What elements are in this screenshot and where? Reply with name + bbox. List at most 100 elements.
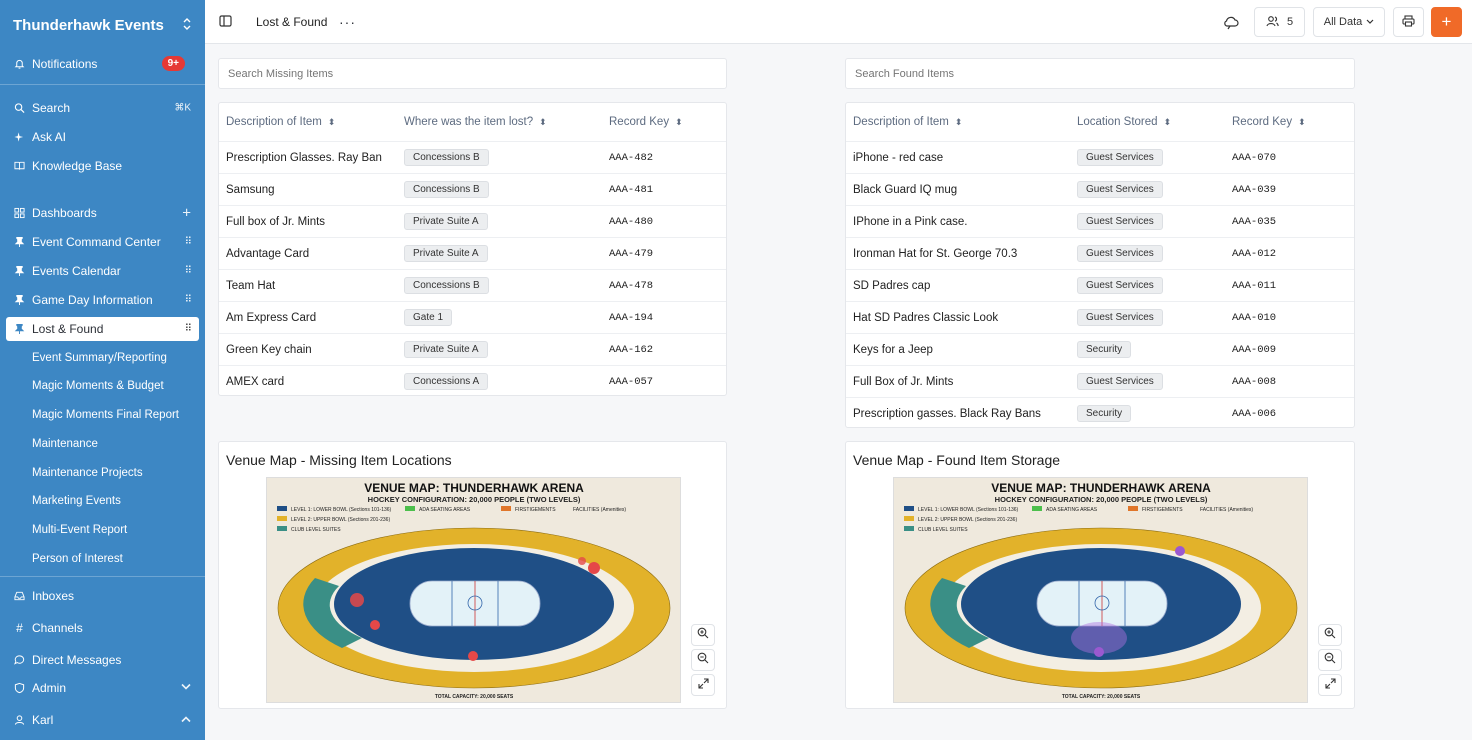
fullscreen-button[interactable] <box>691 674 715 696</box>
table-row[interactable]: Hat SD Padres Classic Look Guest Services… <box>846 301 1354 333</box>
venue-map-image[interactable]: VENUE MAP: THUNDERHAWK ARENA HOCKEY CONF… <box>266 477 681 703</box>
table-row[interactable]: Full Box of Jr. Mints Guest Services AAA-0… <box>846 365 1354 397</box>
table-row[interactable]: Team Hat Concessions B AAA-478 <box>219 269 726 301</box>
sidebar-item-label: Event Command Center <box>32 235 161 249</box>
table-row[interactable]: iPhone - red case Guest Services AAA-070 <box>846 141 1354 173</box>
table-row[interactable]: Full box of Jr. Mints Private Suite A AAA-… <box>219 205 726 237</box>
table-row[interactable]: SD Padres cap Guest Services AAA-011 <box>846 269 1354 301</box>
sidebar-subitem[interactable]: Marketing Events <box>32 495 121 507</box>
zoom-out-icon <box>1324 651 1336 669</box>
column-header-where-lost[interactable]: Where was the item lost? ⬍ <box>404 103 547 141</box>
sidebar-subitem[interactable]: Event Summary/Reporting <box>32 352 167 364</box>
pin-icon <box>14 236 25 248</box>
table-row[interactable]: Prescription gasses. Black Ray Bans Secur… <box>846 397 1354 429</box>
sidebar-subitem[interactable]: Maintenance Projects <box>32 467 143 479</box>
zoom-in-button[interactable] <box>691 624 715 646</box>
sidebar-item-direct-messages[interactable]: Direct Messages <box>6 648 199 672</box>
page-title: Lost & Found <box>256 15 328 29</box>
record-key: AAA-162 <box>609 343 654 356</box>
record-key: AAA-057 <box>609 375 654 388</box>
toggle-sidebar-button[interactable] <box>219 0 232 44</box>
record-key: AAA-070 <box>1232 151 1277 164</box>
drag-handle-icon[interactable]: ⠿ <box>184 323 192 335</box>
more-options-icon[interactable]: ··· <box>339 14 356 30</box>
item-description: Hat SD Padres Classic Look <box>853 311 999 324</box>
table-row[interactable]: Green Key chain Private Suite A AAA-162 <box>219 333 726 365</box>
sidebar-item-admin[interactable]: Admin <box>6 676 199 700</box>
zoom-out-button[interactable] <box>1318 649 1342 671</box>
item-description: Team Hat <box>226 279 276 292</box>
column-header-description[interactable]: Description of Item ⬍ <box>226 103 335 141</box>
sidebar-subitem[interactable]: Maintenance <box>32 438 98 450</box>
drag-handle-icon[interactable]: ⠿ <box>184 265 192 277</box>
table-row[interactable]: Keys for a Jeep Security AAA-009 <box>846 333 1354 365</box>
sidebar-item-label: Ask AI <box>32 130 67 144</box>
record-key: AAA-008 <box>1232 375 1277 388</box>
location-tag: Guest Services <box>1077 373 1163 390</box>
sidebar-subitem[interactable]: Magic Moments Final Report <box>32 409 179 421</box>
sidebar-item-lost-and-found[interactable]: Lost & Found ⠿ <box>6 317 199 341</box>
sidebar-subitem[interactable]: Magic Moments & Budget <box>32 380 164 392</box>
table-row[interactable]: Black Guard IQ mug Guest Services AAA-039 <box>846 173 1354 205</box>
sidebar-item-search[interactable]: Search ⌘K <box>6 96 199 120</box>
sidebar-subitem[interactable]: Multi-Event Report <box>32 524 128 536</box>
drag-handle-icon[interactable]: ⠿ <box>184 236 192 248</box>
venue-map-graphic: VENUE MAP: THUNDERHAWK ARENA HOCKEY CONF… <box>277 481 671 700</box>
sidebar-item-user-profile[interactable]: Karl <box>6 708 199 732</box>
data-filter-dropdown[interactable]: All Data <box>1313 7 1385 37</box>
sidebar-item-event-command-center[interactable]: Event Command Center ⠿ <box>6 230 199 254</box>
item-description: SD Padres cap <box>853 279 931 292</box>
members-button[interactable]: 5 <box>1254 7 1305 37</box>
legend-upper-bowl: LEVEL 2: UPPER BOWL (Sections 201-236) <box>918 517 1017 523</box>
pin-icon <box>14 294 25 306</box>
column-header-description[interactable]: Description of Item ⬍ <box>853 103 962 141</box>
sidebar-item-ask-ai[interactable]: Ask AI <box>6 125 199 149</box>
sidebar-subitem[interactable]: Person of Interest <box>32 553 123 565</box>
location-tag: Concessions B <box>404 277 489 294</box>
record-key: AAA-039 <box>1232 183 1277 196</box>
sidebar-item-knowledge-base[interactable]: Knowledge Base <box>6 154 199 178</box>
zoom-in-button[interactable] <box>1318 624 1342 646</box>
workspace-switcher[interactable]: Thunderhawk Events <box>0 0 205 50</box>
legend-concessions: FIRSTIGEMENTS <box>1142 507 1183 513</box>
table-row[interactable]: Samsung Concessions B AAA-481 <box>219 173 726 205</box>
sidebar-item-dashboards[interactable]: Dashboards + <box>6 201 199 225</box>
column-header-location-stored[interactable]: Location Stored ⬍ <box>1077 103 1171 141</box>
add-dashboard-icon[interactable]: + <box>182 204 191 222</box>
column-header-record-key[interactable]: Record Key ⬍ <box>1232 103 1306 141</box>
sidebar-item-label: Search <box>32 101 71 115</box>
sidebar-item-game-day-information[interactable]: Game Day Information ⠿ <box>6 288 199 312</box>
table-row[interactable]: Am Express Card Gate 1 AAA-194 <box>219 301 726 333</box>
search-found-items-input[interactable] <box>845 58 1355 89</box>
search-missing-items-input[interactable] <box>218 58 727 89</box>
sidebar-item-events-calendar[interactable]: Events Calendar ⠿ <box>6 259 199 283</box>
sidebar-item-inboxes[interactable]: Inboxes <box>6 584 199 608</box>
table-row[interactable]: Advantage Card Private Suite A AAA-479 <box>219 237 726 269</box>
sidebar-item-channels[interactable]: # Channels <box>6 616 199 640</box>
cloud-sync-icon[interactable] <box>1222 0 1240 44</box>
table-row[interactable]: Prescription Glasses. Ray Ban Concessions… <box>219 141 726 173</box>
sidebar-toggle-icon <box>219 14 232 30</box>
users-icon <box>1266 15 1279 30</box>
drag-handle-icon[interactable]: ⠿ <box>184 294 192 306</box>
sort-icon: ⬍ <box>539 116 547 127</box>
missing-items-map-panel: Venue Map - Missing Item Locations VENUE… <box>218 441 727 709</box>
column-header-record-key[interactable]: Record Key ⬍ <box>609 103 683 141</box>
search-icon <box>14 103 25 114</box>
location-tag: Concessions A <box>404 373 489 390</box>
fullscreen-button[interactable] <box>1318 674 1342 696</box>
table-row[interactable]: IPhone in a Pink case. Guest Services AAA-… <box>846 205 1354 237</box>
print-button[interactable] <box>1393 7 1424 37</box>
zoom-out-button[interactable] <box>691 649 715 671</box>
header-label: Record Key <box>1232 116 1293 128</box>
venue-map-image[interactable]: VENUE MAP: THUNDERHAWK ARENA HOCKEY CONF… <box>893 477 1308 703</box>
add-button[interactable]: + <box>1431 7 1462 37</box>
workspace-name: Thunderhawk Events <box>13 16 164 34</box>
table-row[interactable]: AMEX card Concessions A AAA-057 <box>219 365 726 397</box>
item-description: Full Box of Jr. Mints <box>853 375 954 388</box>
top-bar: Lost & Found ··· 5 All Data + <box>205 0 1472 44</box>
sidebar-item-notifications[interactable]: Notifications 9+ <box>6 52 199 76</box>
item-description: Green Key chain <box>226 343 312 356</box>
table-row[interactable]: Ironman Hat for St. George 70.3 Guest Ser… <box>846 237 1354 269</box>
venue-map-title: VENUE MAP: THUNDERHAWK ARENA <box>364 481 584 495</box>
